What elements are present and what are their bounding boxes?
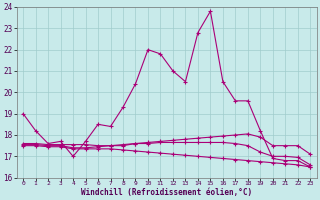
X-axis label: Windchill (Refroidissement éolien,°C): Windchill (Refroidissement éolien,°C) [81,188,252,197]
